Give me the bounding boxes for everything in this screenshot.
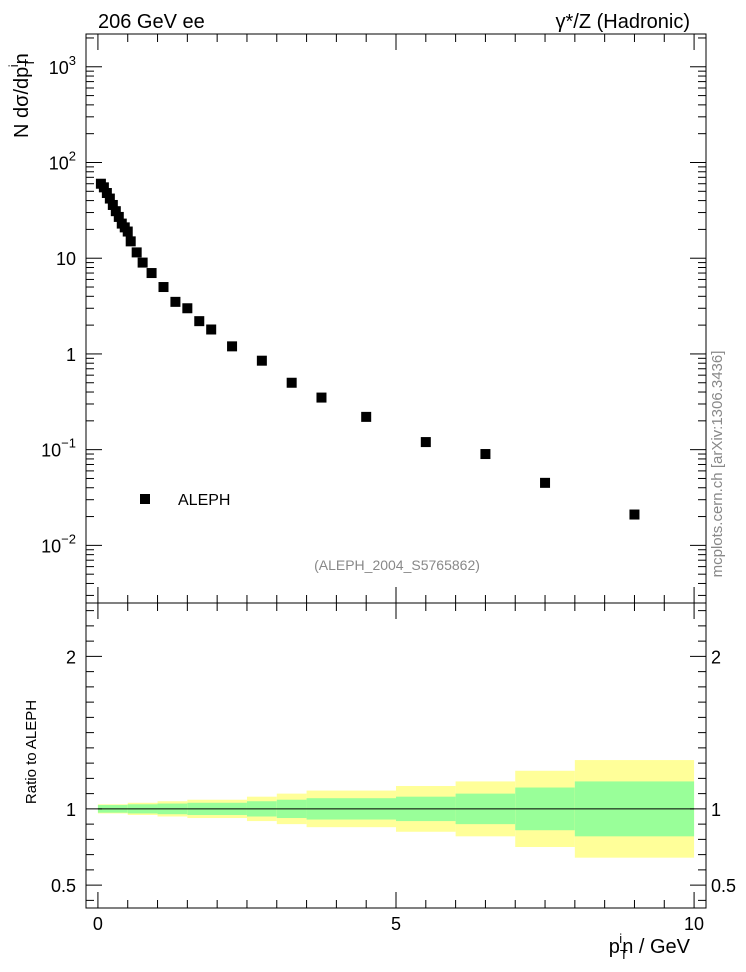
data-point — [104, 193, 115, 204]
x-tick-label: 10 — [684, 914, 704, 934]
ratio-y-tick-label-right: 2 — [711, 647, 721, 667]
data-point — [113, 211, 124, 222]
main-frame — [85, 33, 707, 604]
data-point — [107, 199, 118, 210]
data-point — [182, 303, 193, 314]
ratio-y-tick-label: 2 — [66, 647, 76, 667]
y-tick-label: 10−1 — [41, 436, 76, 461]
header-energy-label: 206 GeV ee — [98, 11, 205, 33]
x-tick-label: 5 — [391, 914, 401, 934]
data-point — [629, 509, 640, 520]
side-source-label: mcplots.cern.ch [arXiv:1306.3436] — [709, 351, 726, 578]
ratio-y-tick-label-right: 1 — [711, 800, 721, 820]
data-point — [480, 449, 491, 460]
data-point — [420, 437, 431, 448]
y-tick-label: 102 — [49, 148, 76, 173]
watermark-label: (ALEPH_2004_S5765862) — [314, 557, 480, 573]
data-point — [227, 341, 238, 352]
main-plot: (ALEPH_2004_S5765862) 10310210110−110−2 … — [6, 33, 707, 604]
y-tick-label: 10 — [56, 249, 76, 269]
data-point — [98, 182, 109, 193]
x-tick-label: 0 — [93, 914, 103, 934]
data-point — [286, 377, 297, 388]
ratio-y-tick-label: 0.5 — [51, 876, 76, 896]
ratio-y-tick-label-right: 0.5 — [711, 876, 736, 896]
ratio-frame — [85, 602, 707, 909]
data-point — [137, 257, 148, 268]
data-point — [146, 268, 157, 279]
data-point — [170, 296, 181, 307]
data-point — [206, 324, 217, 335]
data-point — [101, 188, 112, 199]
ratio-y-tick-label: 1 — [66, 800, 76, 820]
y-tick-label: 1 — [66, 345, 76, 365]
y-tick-label: 103 — [49, 53, 76, 78]
legend-marker — [140, 494, 150, 504]
data-point — [361, 411, 372, 422]
data-point — [540, 477, 551, 488]
header-process-label: γ*/Z (Hadronic) — [556, 11, 690, 33]
x-axis-title: pTin / GeV — [609, 931, 691, 962]
data-point — [131, 247, 142, 258]
data-point — [125, 236, 136, 247]
ratio-plot: 0.5 0.5 1 1 2 2 0 5 10 Ratio to ALEPH pTin / GeV — [23, 602, 736, 962]
data-point — [256, 355, 267, 366]
data-point — [194, 316, 205, 327]
data-point — [158, 282, 169, 293]
y-tick-label: 10−2 — [41, 531, 76, 556]
legend-label: ALEPH — [178, 492, 230, 509]
main-ylabel: N dσ/dpTin — [6, 53, 37, 138]
ratio-ylabel: Ratio to ALEPH — [23, 700, 40, 804]
data-point — [110, 206, 121, 217]
data-point — [316, 392, 327, 403]
data-point — [122, 226, 133, 237]
